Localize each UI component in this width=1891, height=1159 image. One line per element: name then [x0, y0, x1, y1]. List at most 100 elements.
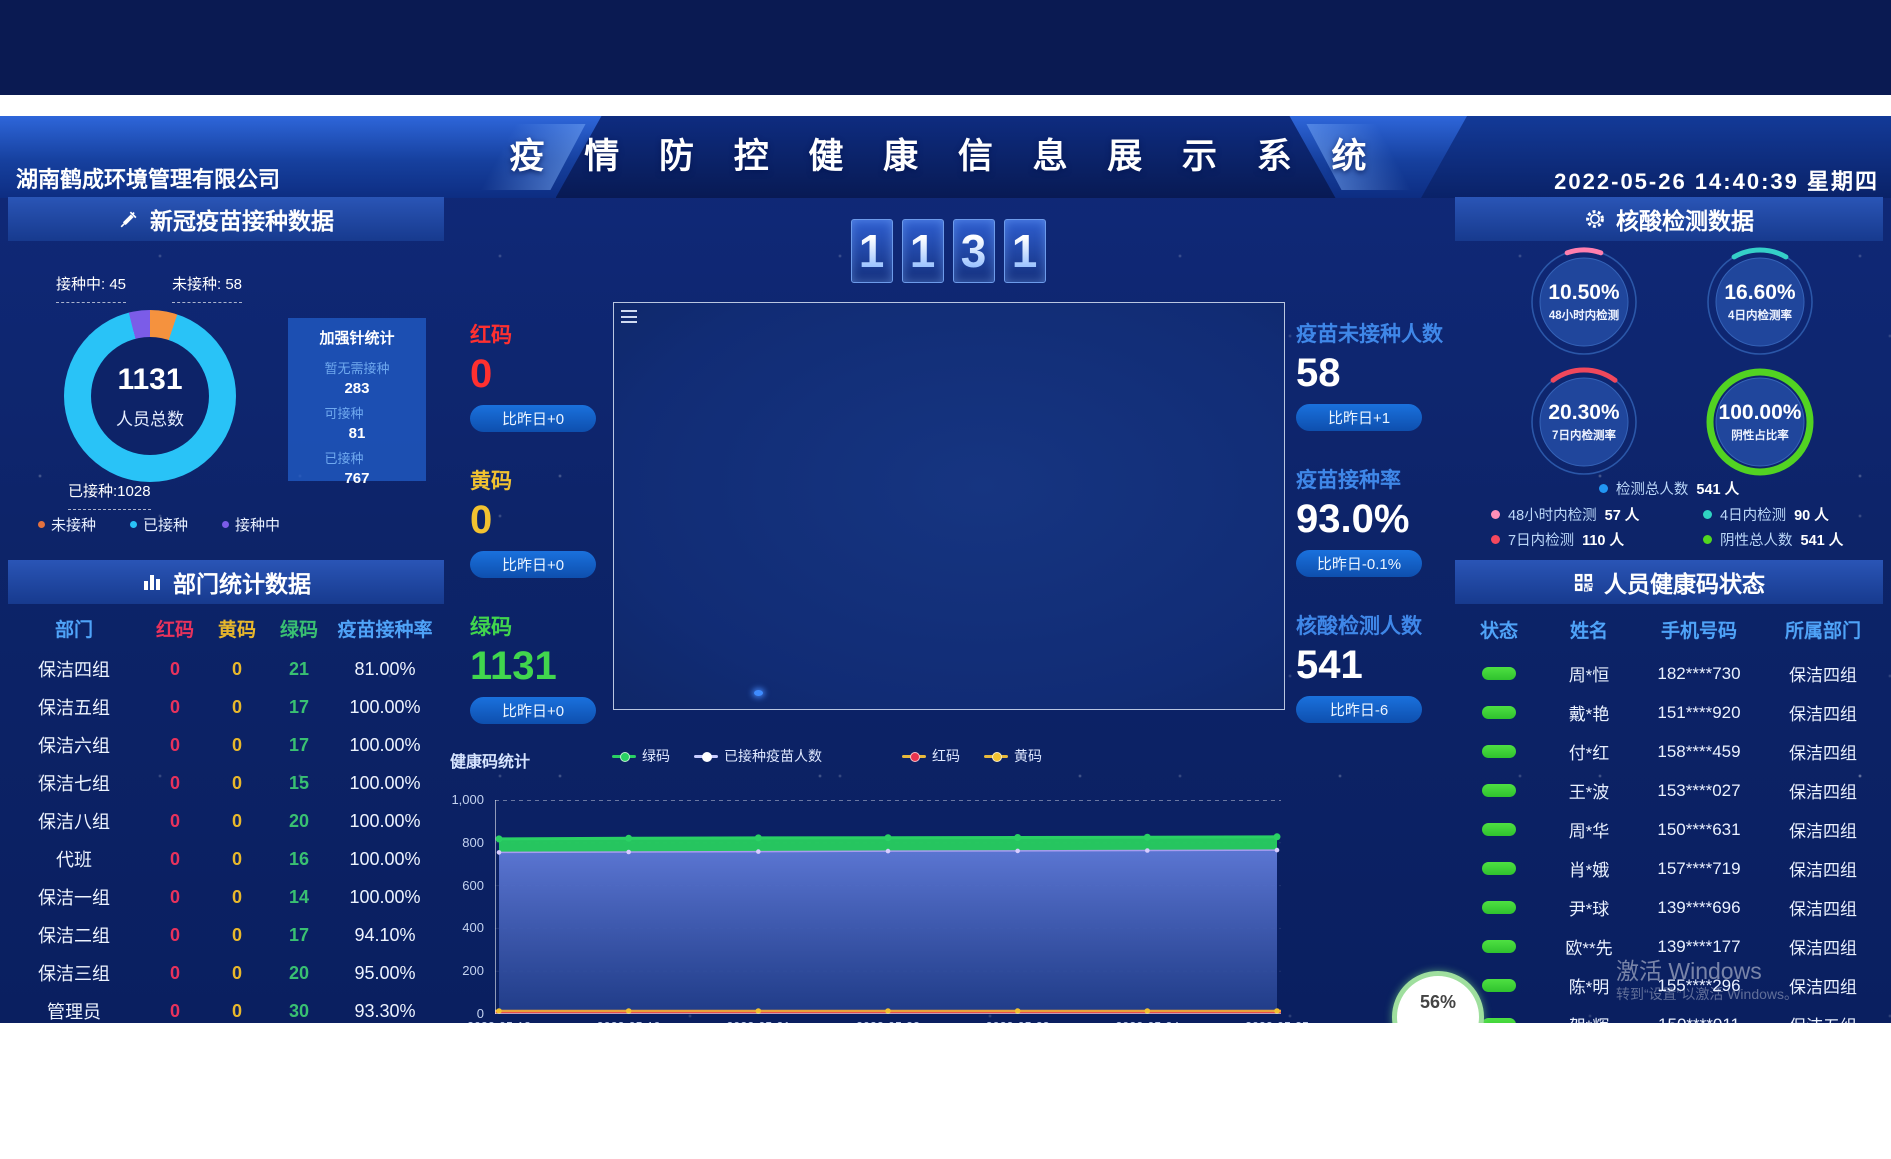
vaccine-panel-title: 新冠疫苗接种数据 — [150, 208, 334, 234]
dept-cell: 保洁四组 — [1789, 978, 1857, 997]
gear-icon — [1584, 208, 1606, 230]
phone-cell: 150****011 — [1635, 1015, 1763, 1024]
callout-vaccinating: 接种中: 45 — [56, 273, 127, 303]
header-band: 湖南鹤成环境管理有限公司 疫 情 防 控 健 康 信 息 展 示 系 统 202… — [0, 116, 1891, 198]
table-row: 管理员 0 0 30 93.30% — [4, 992, 440, 1023]
y-axis-tick: 0 — [476, 1006, 484, 1021]
x-axis-tick: 2022-05-21 — [711, 1020, 805, 1023]
dept-cell: 保洁四组 — [1789, 861, 1857, 880]
booster-row-value: 81 — [348, 425, 366, 442]
green-status-badge — [1482, 823, 1516, 836]
stat-delta-badge: 比昨日+0 — [470, 697, 596, 724]
table-cell: 21 — [288, 658, 310, 679]
table-row: 周*华 150****631 保洁四组 — [1455, 810, 1883, 849]
phone-cell: 182****730 — [1657, 663, 1741, 683]
gauge-label: 48小时内检测 — [1548, 310, 1620, 322]
nat-panel-header: 核酸检测数据 — [1455, 197, 1883, 241]
table-cell: 0 — [231, 886, 242, 907]
x-axis-tick: 2022-05-25 — [1230, 1020, 1324, 1023]
windows-activation-watermark-line2: 转到“设置”以激活 Windows。 — [1616, 986, 1799, 1002]
phone-cell: 139****177 — [1657, 936, 1741, 956]
nat-stat-value: 541 人 — [1696, 482, 1740, 498]
nat-stat-dot — [1703, 535, 1712, 544]
chart-legend-label: 黄码 — [1014, 748, 1042, 764]
table-cell: 17 — [288, 924, 310, 945]
nat-stat-value: 90 人 — [1794, 508, 1829, 524]
table-cell: 0 — [231, 696, 242, 717]
table-cell: 0 — [169, 886, 180, 907]
nat-stat-dot — [1491, 535, 1500, 544]
syringe-icon — [118, 208, 140, 230]
callout-dashed-line — [172, 296, 243, 303]
health-table: 周*恒 182****730 保洁四组 戴*艳 151****920 保洁四组 付*红 158… — [1455, 654, 1883, 1023]
stat-label: 疫苗接种率 — [1296, 469, 1401, 492]
line-chart-legend: 绿码 已接种疫苗人数 红码 黄码 — [612, 746, 1042, 766]
nat-stat-value: 110 人 — [1582, 533, 1624, 549]
table-row: 保洁六组 0 0 17 100.00% — [4, 726, 440, 764]
column-header: 红码 — [155, 619, 194, 641]
nat-stat-item: 检测总人数 541 人 — [1598, 476, 1740, 501]
total-people-count: 1131 — [117, 362, 183, 396]
stat-label: 绿码 — [470, 616, 512, 639]
dept-cell: 保洁四组 — [1789, 822, 1857, 841]
table-cell: 保洁四组 — [38, 660, 110, 680]
column-header: 部门 — [54, 619, 93, 641]
callout-unvaccinated: 未接种: 58 — [172, 273, 243, 303]
booster-title: 加强针统计 — [319, 330, 395, 347]
booster-row-value: 767 — [344, 470, 370, 487]
stat-value: 0 — [470, 352, 493, 396]
green-status-badge — [1482, 979, 1516, 992]
legend-item[interactable]: 未接种 — [38, 514, 96, 535]
chart-legend-item[interactable]: 黄码 — [984, 746, 1042, 766]
table-row: 贺*辉150****011保洁五组 — [1455, 1005, 1883, 1023]
table-cell: 0 — [169, 772, 180, 793]
legend-item[interactable]: 已接种 — [130, 514, 188, 535]
chart-legend-item[interactable]: 已接种疫苗人数 — [694, 746, 822, 766]
dept-panel-header: 部门统计数据 — [8, 560, 444, 604]
table-cell: 100.00% — [349, 810, 421, 831]
map-layers-icon[interactable] — [621, 310, 637, 323]
code-stat-block: 红码 0 比昨日+0 — [470, 319, 602, 432]
progress-value: 56% — [1419, 992, 1457, 1012]
page-title: 疫 情 防 控 健 康 信 息 展 示 系 统 — [509, 137, 1382, 176]
table-cell: 16 — [288, 848, 310, 869]
vaccine-panel-header: 新冠疫苗接种数据 — [8, 197, 444, 241]
donut-legend: 未接种 已接种 接种中 — [38, 514, 318, 535]
name-cell: 周*华 — [1568, 822, 1610, 841]
stat-delta-badge: 比昨日+0 — [470, 551, 596, 578]
table-cell: 保洁五组 — [38, 698, 110, 718]
status-cell — [1455, 667, 1543, 680]
table-cell: 0 — [231, 848, 242, 869]
phone-cell: 155****296 — [1657, 975, 1741, 995]
phone-cell: 151****920 — [1657, 702, 1741, 722]
table-row: 肖*娥 157****719 保洁四组 — [1455, 849, 1883, 888]
name-cell: 肖*娥 — [1568, 861, 1610, 880]
table-cell: 0 — [169, 848, 180, 869]
dept-panel-title: 部门统计数据 — [173, 571, 311, 597]
chart-legend-item[interactable]: 绿码 — [612, 746, 670, 766]
table-row: 付*红 158****459 保洁四组 — [1455, 732, 1883, 771]
booster-row-label: 暂无需接种 — [324, 361, 390, 376]
column-header: 状态 — [1479, 620, 1518, 642]
chart-legend-item[interactable]: 红码 — [902, 746, 960, 766]
table-cell: 81.00% — [354, 658, 416, 679]
x-axis-tick: 2022-05-23 — [971, 1020, 1065, 1023]
legend-item[interactable]: 接种中 — [222, 514, 280, 535]
table-cell: 30 — [288, 1000, 310, 1021]
qr-code-icon — [1573, 572, 1594, 593]
health-table-header: 状态 姓名 手机号码 所属部门 — [1455, 614, 1883, 644]
donut-center: 1131 人员总数 — [64, 310, 236, 482]
health-panel-header: 人员健康码状态 — [1455, 560, 1883, 604]
table-cell: 100.00% — [349, 696, 421, 717]
stat-label: 黄码 — [470, 470, 512, 493]
booster-row-label: 可接种 — [324, 406, 364, 421]
table-cell: 17 — [288, 734, 310, 755]
gauge-value: 20.30% — [1548, 401, 1620, 424]
stat-label: 红码 — [470, 324, 512, 347]
legend-label: 接种中 — [235, 517, 281, 534]
vaccine-donut-chart: 1131 人员总数 — [64, 310, 236, 482]
dept-cell: 保洁五组 — [1763, 1012, 1883, 1023]
table-cell: 17 — [288, 696, 310, 717]
health-panel-title: 人员健康码状态 — [1604, 571, 1765, 597]
